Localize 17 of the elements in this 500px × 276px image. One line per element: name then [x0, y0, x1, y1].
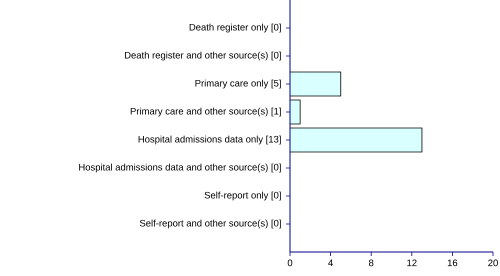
y-tick-label: Death register and other source(s) [0] — [124, 52, 281, 60]
bar — [290, 100, 301, 124]
y-tick-label: Hospital admissions data only [13] — [138, 136, 281, 144]
y-tick-label: Self-report and other source(s) [0] — [140, 220, 281, 228]
x-tick-label: 4 — [328, 260, 333, 266]
y-tick-label: Primary care and other source(s) [1] — [130, 108, 281, 116]
x-tick-label: 0 — [288, 260, 292, 266]
x-tick-label: 8 — [368, 260, 374, 266]
y-tick-label: Death register only [0] — [190, 24, 281, 32]
x-tick-label: 16 — [448, 260, 458, 266]
bar — [290, 128, 422, 152]
y-tick-label: Self-report only [0] — [204, 192, 281, 200]
y-tick-label: Primary care only [5] — [195, 80, 281, 88]
x-tick-label: 20 — [488, 260, 498, 266]
bar — [290, 72, 342, 96]
y-tick-label: Hospital admissions data and other source(s) [0] — [79, 164, 281, 172]
x-tick-label: 12 — [407, 260, 417, 266]
